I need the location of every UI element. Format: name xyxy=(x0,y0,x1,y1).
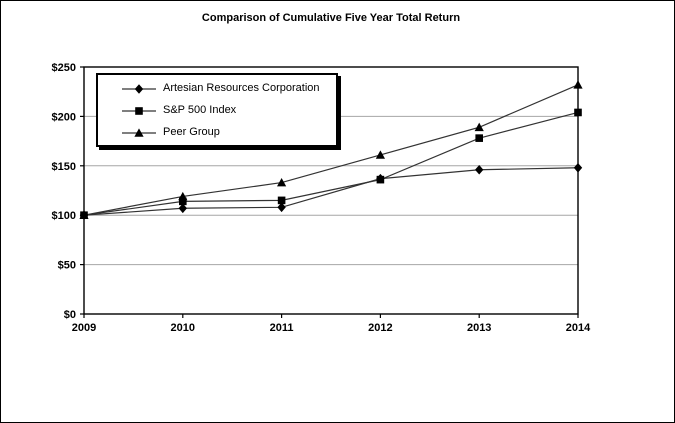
chart-legend: Artesian Resources Corporation S&P 500 I… xyxy=(96,73,338,147)
data-point-s-p-500-index-2009 xyxy=(80,211,88,219)
y-tick-label: $50 xyxy=(58,260,76,272)
data-point-s-p-500-index-2012 xyxy=(376,175,385,184)
data-point-peer-group-2014 xyxy=(573,80,583,89)
plot-border xyxy=(83,66,579,315)
data-point-peer-group-2011 xyxy=(277,177,287,187)
data-point-peer-group-2013 xyxy=(474,122,484,132)
y-tick-label: $0 xyxy=(64,309,76,321)
legend-item-sp500-index: S&P 500 Index xyxy=(98,99,336,121)
data-point-s-p-500-index-2014 xyxy=(574,108,582,117)
legend-label: Peer Group xyxy=(163,126,220,138)
square-series-marker-icon xyxy=(122,104,156,116)
data-point-artesian-resources-corporation-2014 xyxy=(573,162,583,173)
chart-title: Comparison of Cumulative Five Year Total… xyxy=(201,12,461,24)
data-point-artesian-resources-corporation-2011 xyxy=(277,202,286,213)
series-line-s-p-500-index xyxy=(83,111,579,216)
series-line-peer-group xyxy=(83,84,579,216)
legend-sample-diamond xyxy=(134,84,144,94)
x-tick-label: 2012 xyxy=(368,322,392,334)
data-point-s-p-500-index-2011 xyxy=(277,196,286,205)
legend-label: S&P 500 Index xyxy=(163,104,237,116)
x-tick-label: 2010 xyxy=(171,322,195,334)
data-point-s-p-500-index-2013 xyxy=(475,134,483,142)
data-point-peer-group-2012 xyxy=(375,150,385,159)
x-tick-label: 2011 xyxy=(270,322,294,334)
diamond-series-marker-icon xyxy=(122,82,156,94)
legend-sample-square xyxy=(135,107,143,115)
y-tick-label: $100 xyxy=(52,210,76,222)
x-tick-label: 2014 xyxy=(566,322,591,334)
legend-label: Artesian Resources Corporation xyxy=(163,82,320,94)
data-point-artesian-resources-corporation-2010 xyxy=(178,203,187,214)
triangle-series-marker-icon xyxy=(122,126,156,138)
legend-sample-triangle xyxy=(134,128,144,137)
legend-item-peer-group: Peer Group xyxy=(98,121,336,143)
legend-item-artesian-resources: Artesian Resources Corporation xyxy=(98,77,336,99)
data-point-s-p-500-index-2010 xyxy=(179,197,187,206)
y-tick-label: $250 xyxy=(52,62,76,74)
x-tick-label: 2013 xyxy=(467,322,491,334)
y-tick-label: $200 xyxy=(52,111,76,123)
x-tick-label: 2009 xyxy=(72,322,96,334)
data-point-artesian-resources-corporation-2013 xyxy=(475,164,484,175)
y-tick-label: $150 xyxy=(52,161,76,173)
series-line-artesian-resources-corporation xyxy=(83,167,579,216)
